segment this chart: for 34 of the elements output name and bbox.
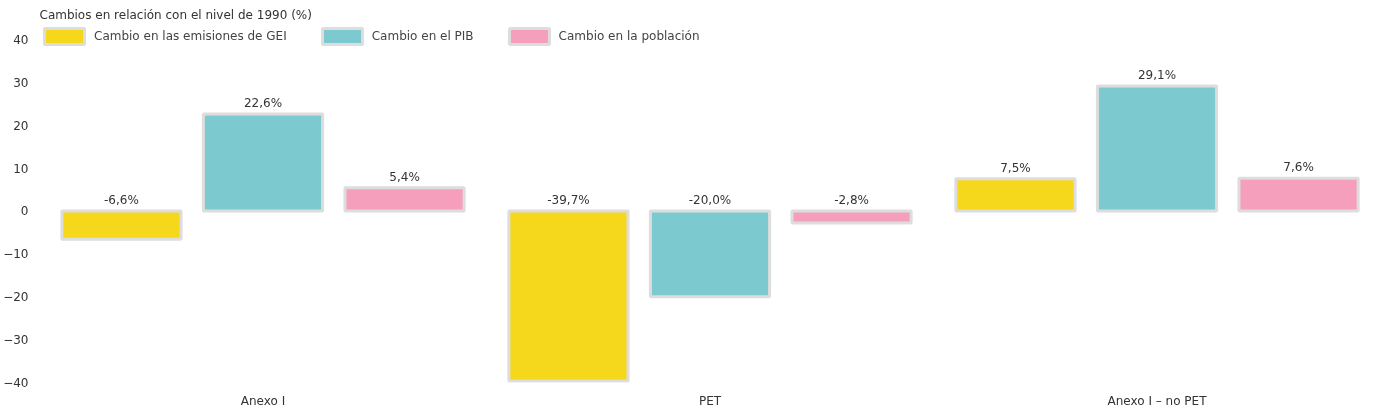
y-tick-label: 10 xyxy=(13,161,29,176)
data-label: 22,6% xyxy=(243,96,283,110)
bar xyxy=(201,112,325,213)
legend-label: Cambio en las emisiones de GEI xyxy=(94,29,287,43)
data-label: -39,7% xyxy=(547,192,590,207)
bar xyxy=(507,209,630,383)
y-axis-title: Cambios en relación con el nivel de 1990 (%) xyxy=(39,7,312,22)
data-label: -20,0% xyxy=(688,192,732,207)
data-label: 7,5% xyxy=(1000,160,1031,175)
bar xyxy=(648,209,772,299)
bar xyxy=(60,209,183,241)
bar xyxy=(954,177,1077,213)
data-label: -2,8% xyxy=(834,192,869,207)
y-tick-label: −30 xyxy=(3,333,29,348)
y-tick-label: 0 xyxy=(20,204,29,219)
data-label: 7,6% xyxy=(1283,160,1314,175)
legend-label: Cambio en la población xyxy=(558,29,700,43)
data-label: -6,6% xyxy=(104,192,139,207)
y-tick-label: −10 xyxy=(3,247,29,262)
y-tick-label: −40 xyxy=(3,376,29,390)
y-tick-label: 30 xyxy=(13,75,29,90)
data-label: 29,1% xyxy=(1137,68,1177,83)
bar xyxy=(1237,176,1360,213)
y-tick-label: 40 xyxy=(13,32,29,47)
x-tick-label: PET xyxy=(698,393,722,408)
bar xyxy=(343,186,466,213)
bar xyxy=(790,209,913,225)
y-tick-label: 20 xyxy=(13,118,29,133)
data-label: 5,4% xyxy=(389,169,420,184)
x-tick-label: Anexo I – no PET xyxy=(1107,393,1208,408)
legend-label: Cambio en el PIB xyxy=(371,29,474,43)
bar xyxy=(1095,84,1219,213)
x-tick-label: Anexo I xyxy=(240,393,286,408)
y-tick-label: −20 xyxy=(3,290,29,305)
